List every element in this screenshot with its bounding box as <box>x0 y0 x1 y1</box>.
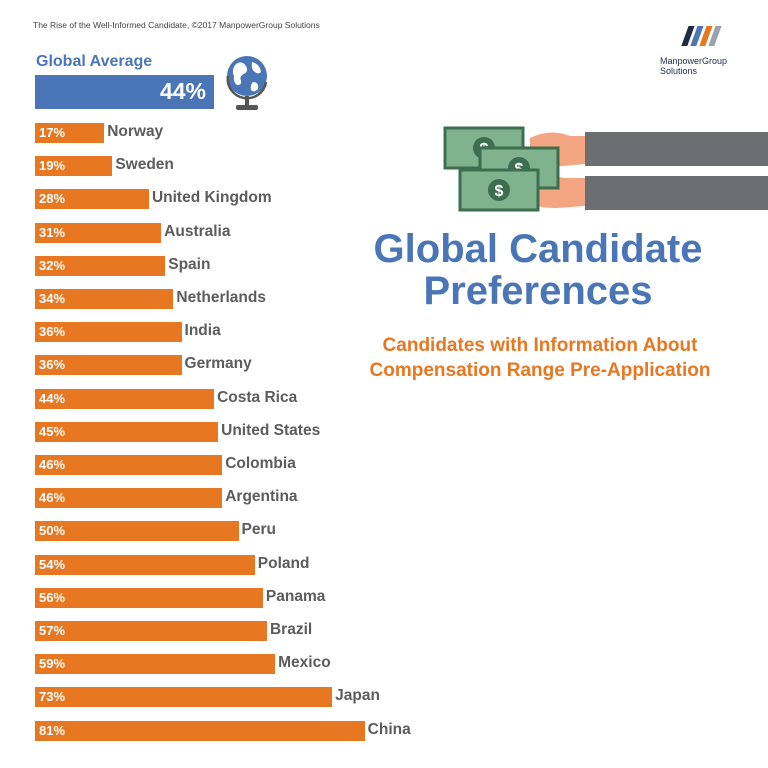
bar-value-label: 57% <box>39 623 66 638</box>
category-label: Costa Rica <box>217 388 298 406</box>
bar-value-label: 31% <box>39 224 66 240</box>
bar-value-label: 45% <box>39 423 66 439</box>
chart-title: Global Candidate Preferences <box>348 228 728 312</box>
bar: 46% <box>35 488 223 509</box>
category-label: Germany <box>184 355 252 373</box>
category-label: Poland <box>257 554 310 572</box>
subtitle-line2: Compensation Range Pre-Application <box>369 360 711 381</box>
money-hand-icon: $ $ $ <box>443 126 768 212</box>
global-average-value: 44% <box>159 78 206 104</box>
globe-icon <box>226 56 268 110</box>
bar: 36% <box>35 322 182 343</box>
category-label: Brazil <box>269 621 313 638</box>
bar-value-label: 36% <box>39 357 66 373</box>
bar: 81% <box>35 720 365 741</box>
category-label: Australia <box>164 222 231 240</box>
category-label: Colombia <box>225 455 296 472</box>
bar-value-label: 19% <box>39 158 66 174</box>
global-average-bar: 44% <box>35 75 214 109</box>
bar: 56% <box>35 587 263 608</box>
bar-value-label: 17% <box>39 125 66 140</box>
logo-text: ManpowerGroup Solutions <box>660 56 727 76</box>
bar-value-label: 46% <box>39 490 66 506</box>
bar: 57% <box>35 621 267 641</box>
category-label: India <box>184 322 221 340</box>
global-average-label: Global Average <box>36 53 153 70</box>
bar: 73% <box>35 687 333 708</box>
bar-value-label: 34% <box>39 291 66 306</box>
bar-value-label: 46% <box>39 457 66 472</box>
category-label: Peru <box>241 521 276 539</box>
bar: 46% <box>35 455 223 475</box>
bar: 59% <box>35 654 276 675</box>
category-label: Netherlands <box>176 289 266 306</box>
category-label: Argentina <box>225 488 298 506</box>
logo-line1: ManpowerGroup <box>660 56 728 66</box>
bar: 54% <box>35 554 255 575</box>
bar-value-label: 73% <box>39 689 66 705</box>
bar-value-label: 81% <box>39 722 66 738</box>
subtitle-line1: Candidates with Information About <box>382 335 698 356</box>
category-label: Mexico <box>278 654 331 672</box>
bar-value-label: 59% <box>39 656 66 672</box>
bar: 45% <box>35 421 219 442</box>
credit-line: The Rise of the Well-Informed Candidate,… <box>33 20 320 30</box>
bar: 50% <box>35 521 239 542</box>
logo-line2: Solutions <box>660 66 698 76</box>
svg-text:$: $ <box>495 183 504 200</box>
bar: 17% <box>35 123 105 143</box>
bar-value-label: 28% <box>39 191 66 207</box>
bar-value-label: 54% <box>39 556 66 572</box>
manpower-logo-icon <box>681 26 722 46</box>
bar: 34% <box>35 289 174 309</box>
bar: 28% <box>35 189 149 210</box>
bar: 36% <box>35 355 182 376</box>
bar: 19% <box>35 156 113 177</box>
category-label: United Kingdom <box>151 189 272 207</box>
bar-value-label: 36% <box>39 324 66 340</box>
bar: 31% <box>35 222 162 243</box>
bar-value-label: 32% <box>39 257 66 273</box>
bar: 32% <box>35 255 166 276</box>
category-label: Japan <box>335 687 380 705</box>
category-label: United States <box>221 421 321 439</box>
bar-value-label: 44% <box>39 390 66 406</box>
bar-value-label: 56% <box>39 589 66 605</box>
category-label: Spain <box>168 255 211 273</box>
category-label: China <box>367 720 411 738</box>
title-line1: Global Candidate <box>373 227 703 271</box>
title-line2: Preferences <box>423 269 653 313</box>
bar-value-label: 50% <box>39 523 66 539</box>
category-label: Sweden <box>115 156 174 174</box>
chart-subtitle: Candidates with Information About Compen… <box>330 333 750 383</box>
category-label: Norway <box>107 123 164 140</box>
category-label: Panama <box>265 587 326 605</box>
bar: 44% <box>35 388 215 409</box>
